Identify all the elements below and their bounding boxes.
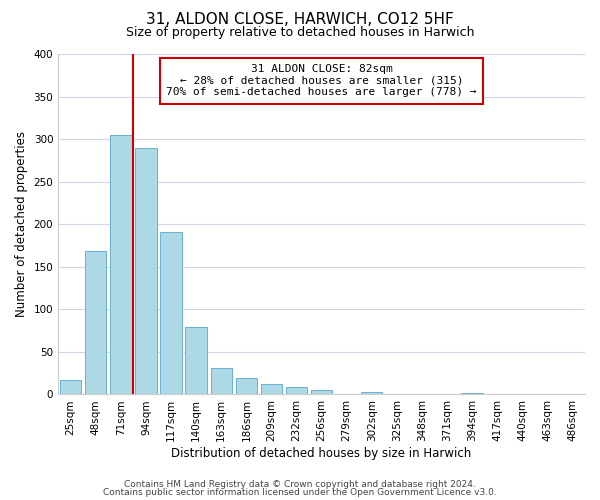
- Bar: [185, 327, 207, 394]
- Text: 31, ALDON CLOSE, HARWICH, CO12 5HF: 31, ALDON CLOSE, HARWICH, CO12 5HF: [146, 12, 454, 28]
- Bar: [361, 392, 382, 394]
- Text: Contains public sector information licensed under the Open Government Licence v3: Contains public sector information licen…: [103, 488, 497, 497]
- Bar: [311, 390, 332, 394]
- Bar: [461, 393, 483, 394]
- Bar: [160, 232, 182, 394]
- Bar: [286, 387, 307, 394]
- Y-axis label: Number of detached properties: Number of detached properties: [15, 131, 28, 317]
- Text: Size of property relative to detached houses in Harwich: Size of property relative to detached ho…: [126, 26, 474, 39]
- Text: Contains HM Land Registry data © Crown copyright and database right 2024.: Contains HM Land Registry data © Crown c…: [124, 480, 476, 489]
- Bar: [85, 252, 106, 394]
- Bar: [136, 148, 157, 394]
- Bar: [211, 368, 232, 394]
- Text: 31 ALDON CLOSE: 82sqm
← 28% of detached houses are smaller (315)
70% of semi-det: 31 ALDON CLOSE: 82sqm ← 28% of detached …: [166, 64, 477, 98]
- Bar: [60, 380, 82, 394]
- X-axis label: Distribution of detached houses by size in Harwich: Distribution of detached houses by size …: [172, 447, 472, 460]
- Bar: [236, 378, 257, 394]
- Bar: [110, 135, 131, 394]
- Bar: [261, 384, 282, 394]
